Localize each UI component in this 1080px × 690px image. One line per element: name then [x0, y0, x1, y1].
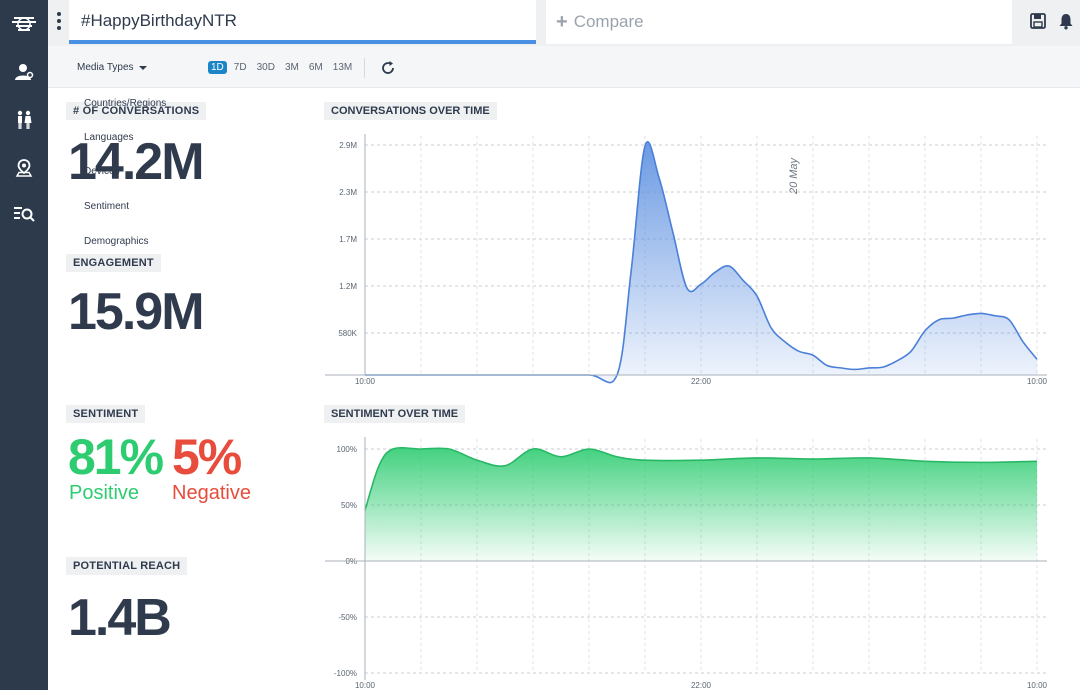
- y-tick-label: 2.3M: [339, 188, 357, 197]
- range-13m[interactable]: 13M: [332, 62, 353, 73]
- y-tick-label: 100%: [337, 445, 357, 454]
- time-range-selector: 1D 7D 30D 3M 6M 13M: [208, 61, 355, 74]
- conversations-chart: 580K 1.2M 1.7M 2.3M 2.9M 10:00 22:00 10:00 20 Ma…: [325, 134, 1048, 386]
- y-tick-label: 2.9M: [339, 141, 357, 150]
- user-icon[interactable]: [8, 56, 40, 88]
- caret-down-icon: [138, 65, 147, 70]
- x-tick-label: 10:00: [1027, 377, 1048, 386]
- series-line: [365, 141, 1038, 384]
- range-7d[interactable]: 7D: [233, 62, 247, 73]
- sentiment-label: SENTIMENT: [66, 405, 146, 423]
- location-icon[interactable]: [8, 152, 40, 184]
- range-1d[interactable]: 1D: [208, 61, 227, 74]
- search-tab[interactable]: [69, 0, 536, 44]
- positive-label: Positive: [69, 482, 140, 504]
- compare-label: Compare: [573, 12, 644, 31]
- positive-percent: 81%: [68, 429, 164, 485]
- range-3m[interactable]: 3M: [284, 62, 299, 73]
- potential-reach-value: 1.4B: [68, 589, 172, 647]
- x-tick-label: 10:00: [355, 377, 376, 386]
- media-types-dropdown[interactable]: Media Types: [77, 62, 147, 73]
- people-icon[interactable]: [8, 104, 40, 136]
- bell-icon[interactable]: [1057, 12, 1075, 30]
- dropdown-item-devices[interactable]: Devices: [84, 166, 120, 177]
- negative-label: Negative: [172, 482, 251, 504]
- range-30d[interactable]: 30D: [256, 62, 275, 73]
- engagement-value: 15.9M: [68, 283, 205, 341]
- x-tick-label: 22:00: [691, 377, 712, 386]
- dropdown-item-demographics[interactable]: Demographics: [84, 236, 149, 247]
- series-area: [365, 141, 1037, 383]
- refresh-icon[interactable]: [380, 60, 396, 76]
- engagement-label: ENGAGEMENT: [66, 254, 161, 272]
- filter-bar: Media Types 1D 7D 30D 3M 6M 13M: [48, 46, 1080, 88]
- conversations-value: 14.2M: [68, 133, 205, 191]
- divider: [364, 58, 365, 78]
- media-types-label: Media Types: [77, 62, 134, 73]
- dropdown-item-countries[interactable]: Countries/Regions: [84, 98, 167, 109]
- x-tick-label: 10:00: [355, 681, 376, 690]
- y-tick-label: 50%: [341, 501, 357, 510]
- x-tick-label: 10:00: [1027, 681, 1048, 690]
- logo-icon[interactable]: [8, 8, 40, 40]
- sentiment-chart-title: SENTIMENT OVER TIME: [324, 405, 466, 423]
- plus-icon: +: [556, 11, 568, 33]
- potential-reach-label: POTENTIAL REACH: [66, 557, 188, 575]
- y-tick-label: 1.2M: [339, 282, 357, 291]
- sidebar: [0, 0, 48, 690]
- y-tick-label: 580K: [338, 329, 357, 338]
- dropdown-item-sentiment[interactable]: Sentiment: [84, 201, 130, 212]
- y-tick-label: -50%: [338, 613, 357, 622]
- search-list-icon[interactable]: [8, 198, 40, 230]
- x-tick-label: 22:00: [691, 681, 712, 690]
- date-annotation: 20 May: [788, 156, 800, 195]
- negative-percent: 5%: [172, 429, 242, 485]
- compare-button[interactable]: + Compare: [546, 0, 1012, 44]
- search-input[interactable]: [81, 10, 521, 32]
- y-tick-label: 1.7M: [339, 235, 357, 244]
- conversations-chart-title: CONVERSATIONS OVER TIME: [324, 102, 497, 120]
- sentiment-chart: 100%50%0%-50%-100%10:00 22:00 10:00: [325, 437, 1048, 690]
- save-icon[interactable]: [1029, 12, 1047, 30]
- y-tick-label: -100%: [334, 669, 357, 678]
- top-bar: + Compare: [48, 0, 1080, 46]
- dropdown-item-languages[interactable]: Languages: [84, 132, 134, 143]
- series-line: [364, 446, 1038, 511]
- range-6m[interactable]: 6M: [308, 62, 323, 73]
- more-options-icon[interactable]: [54, 10, 64, 32]
- series-area: [365, 447, 1037, 561]
- conversations-label: # OF CONVERSATIONS: [66, 102, 207, 120]
